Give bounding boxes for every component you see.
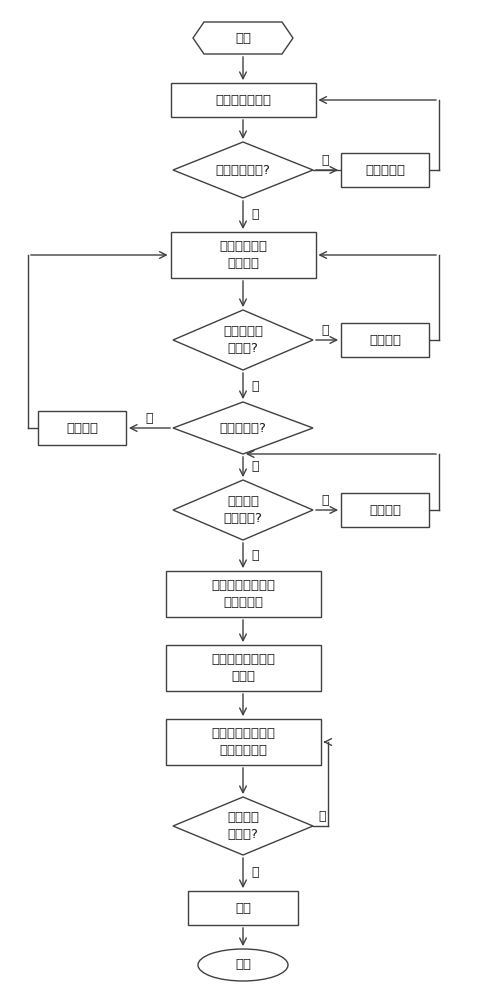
FancyBboxPatch shape [341,323,429,357]
FancyBboxPatch shape [341,493,429,527]
Polygon shape [173,797,313,855]
Text: 否: 否 [321,324,329,338]
FancyBboxPatch shape [38,411,126,445]
Text: 是否有晒动?: 是否有晒动? [220,422,266,434]
Text: 是: 是 [251,549,259,562]
Text: 是: 是 [146,412,153,426]
Text: 否: 否 [321,494,329,508]
Text: 数据传输
成功否?: 数据传输 成功否? [227,811,259,841]
FancyBboxPatch shape [166,645,320,691]
Text: 电池是否有电?: 电池是否有电? [216,163,270,176]
Ellipse shape [198,949,288,981]
Polygon shape [173,402,313,454]
Text: 水分、盐分数据温
度校准: 水分、盐分数据温 度校准 [211,653,275,683]
FancyBboxPatch shape [171,83,315,117]
Text: 传感器前端插
入土壤中: 传感器前端插 入土壤中 [219,240,267,270]
Text: 是: 是 [251,379,259,392]
Text: 调整指示: 调整指示 [369,504,401,516]
Text: 插入深度是
否正确?: 插入深度是 否正确? [223,325,263,355]
Text: 结束: 结束 [235,958,251,972]
Polygon shape [173,480,313,540]
Text: 否: 否 [321,154,329,167]
Text: 是: 是 [251,209,259,222]
Polygon shape [173,142,313,198]
Polygon shape [193,22,293,54]
FancyBboxPatch shape [188,891,298,925]
Text: 是: 是 [251,866,259,880]
Text: 测量水分、盐分以
及温度参数: 测量水分、盐分以 及温度参数 [211,579,275,609]
FancyBboxPatch shape [166,719,320,765]
Text: 给电池充电: 给电池充电 [365,163,405,176]
Text: 重新打孔: 重新打孔 [66,422,98,434]
Text: 按下测试按键灯: 按下测试按键灯 [215,94,271,106]
Polygon shape [173,310,313,370]
FancyBboxPatch shape [341,153,429,187]
Text: 调整指示: 调整指示 [369,334,401,347]
Text: 插入角度
是否垂直?: 插入角度 是否垂直? [224,495,262,525]
Text: 否: 否 [251,460,259,474]
FancyBboxPatch shape [171,232,315,278]
Text: 测量数据上传至手
持终端设备中: 测量数据上传至手 持终端设备中 [211,727,275,757]
Text: 否: 否 [318,810,326,822]
FancyBboxPatch shape [166,571,320,617]
Text: 关机: 关机 [235,902,251,914]
Text: 开机: 开机 [235,31,251,44]
